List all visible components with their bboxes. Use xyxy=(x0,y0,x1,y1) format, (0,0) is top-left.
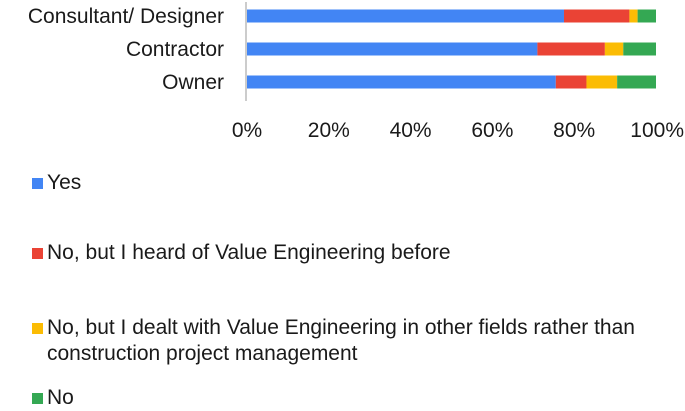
legend-item: No, but I dealt with Value Engineering i… xyxy=(32,315,667,367)
legend-label: No, but I heard of Value Engineering bef… xyxy=(47,241,451,264)
x-tick-label: 40% xyxy=(390,119,432,142)
bar-segment-0-3 xyxy=(637,9,656,23)
x-tick-label: 80% xyxy=(553,119,595,142)
x-tick-label: 0% xyxy=(232,119,262,142)
bar-segment-0-0 xyxy=(247,9,564,23)
x-tick-label: 20% xyxy=(308,119,350,142)
bar-segment-2-1 xyxy=(555,75,587,89)
bar-segment-1-0 xyxy=(247,42,538,56)
legend-swatch xyxy=(32,178,43,189)
legend-item: No, but I heard of Value Engineering bef… xyxy=(32,240,667,266)
legend-swatch xyxy=(32,248,43,259)
bars-group xyxy=(247,9,656,89)
x-tick-label: 100% xyxy=(630,119,684,142)
legend-swatch xyxy=(32,323,43,334)
bar-segment-2-3 xyxy=(617,75,656,89)
bar-segment-2-2 xyxy=(586,75,618,89)
bar-segment-1-1 xyxy=(537,42,605,56)
stacked-bar-chart: Consultant/ Designer Contractor Owner 0% 20… xyxy=(28,2,684,142)
legend-swatch xyxy=(32,393,43,404)
bar-segment-2-0 xyxy=(247,75,556,89)
category-label: Consultant/ Designer xyxy=(28,5,224,28)
legend-label: Yes xyxy=(47,171,82,194)
legend-label: No xyxy=(47,386,74,409)
bar-segment-0-2 xyxy=(629,9,638,23)
bar-segment-0-1 xyxy=(563,9,630,23)
legend-label: No, but I dealt with Value Engineering i… xyxy=(47,316,635,365)
category-label: Owner xyxy=(162,71,224,94)
category-labels: Consultant/ Designer Contractor Owner xyxy=(28,5,224,94)
category-label: Contractor xyxy=(126,38,224,61)
x-tick-labels: 0% 20% 40% 60% 80% 100% xyxy=(232,119,684,142)
x-tick-label: 60% xyxy=(471,119,513,142)
bar-segment-1-2 xyxy=(604,42,624,56)
legend-item: No xyxy=(32,385,667,411)
legend-item: Yes xyxy=(32,170,667,196)
bar-segment-1-3 xyxy=(623,42,656,56)
